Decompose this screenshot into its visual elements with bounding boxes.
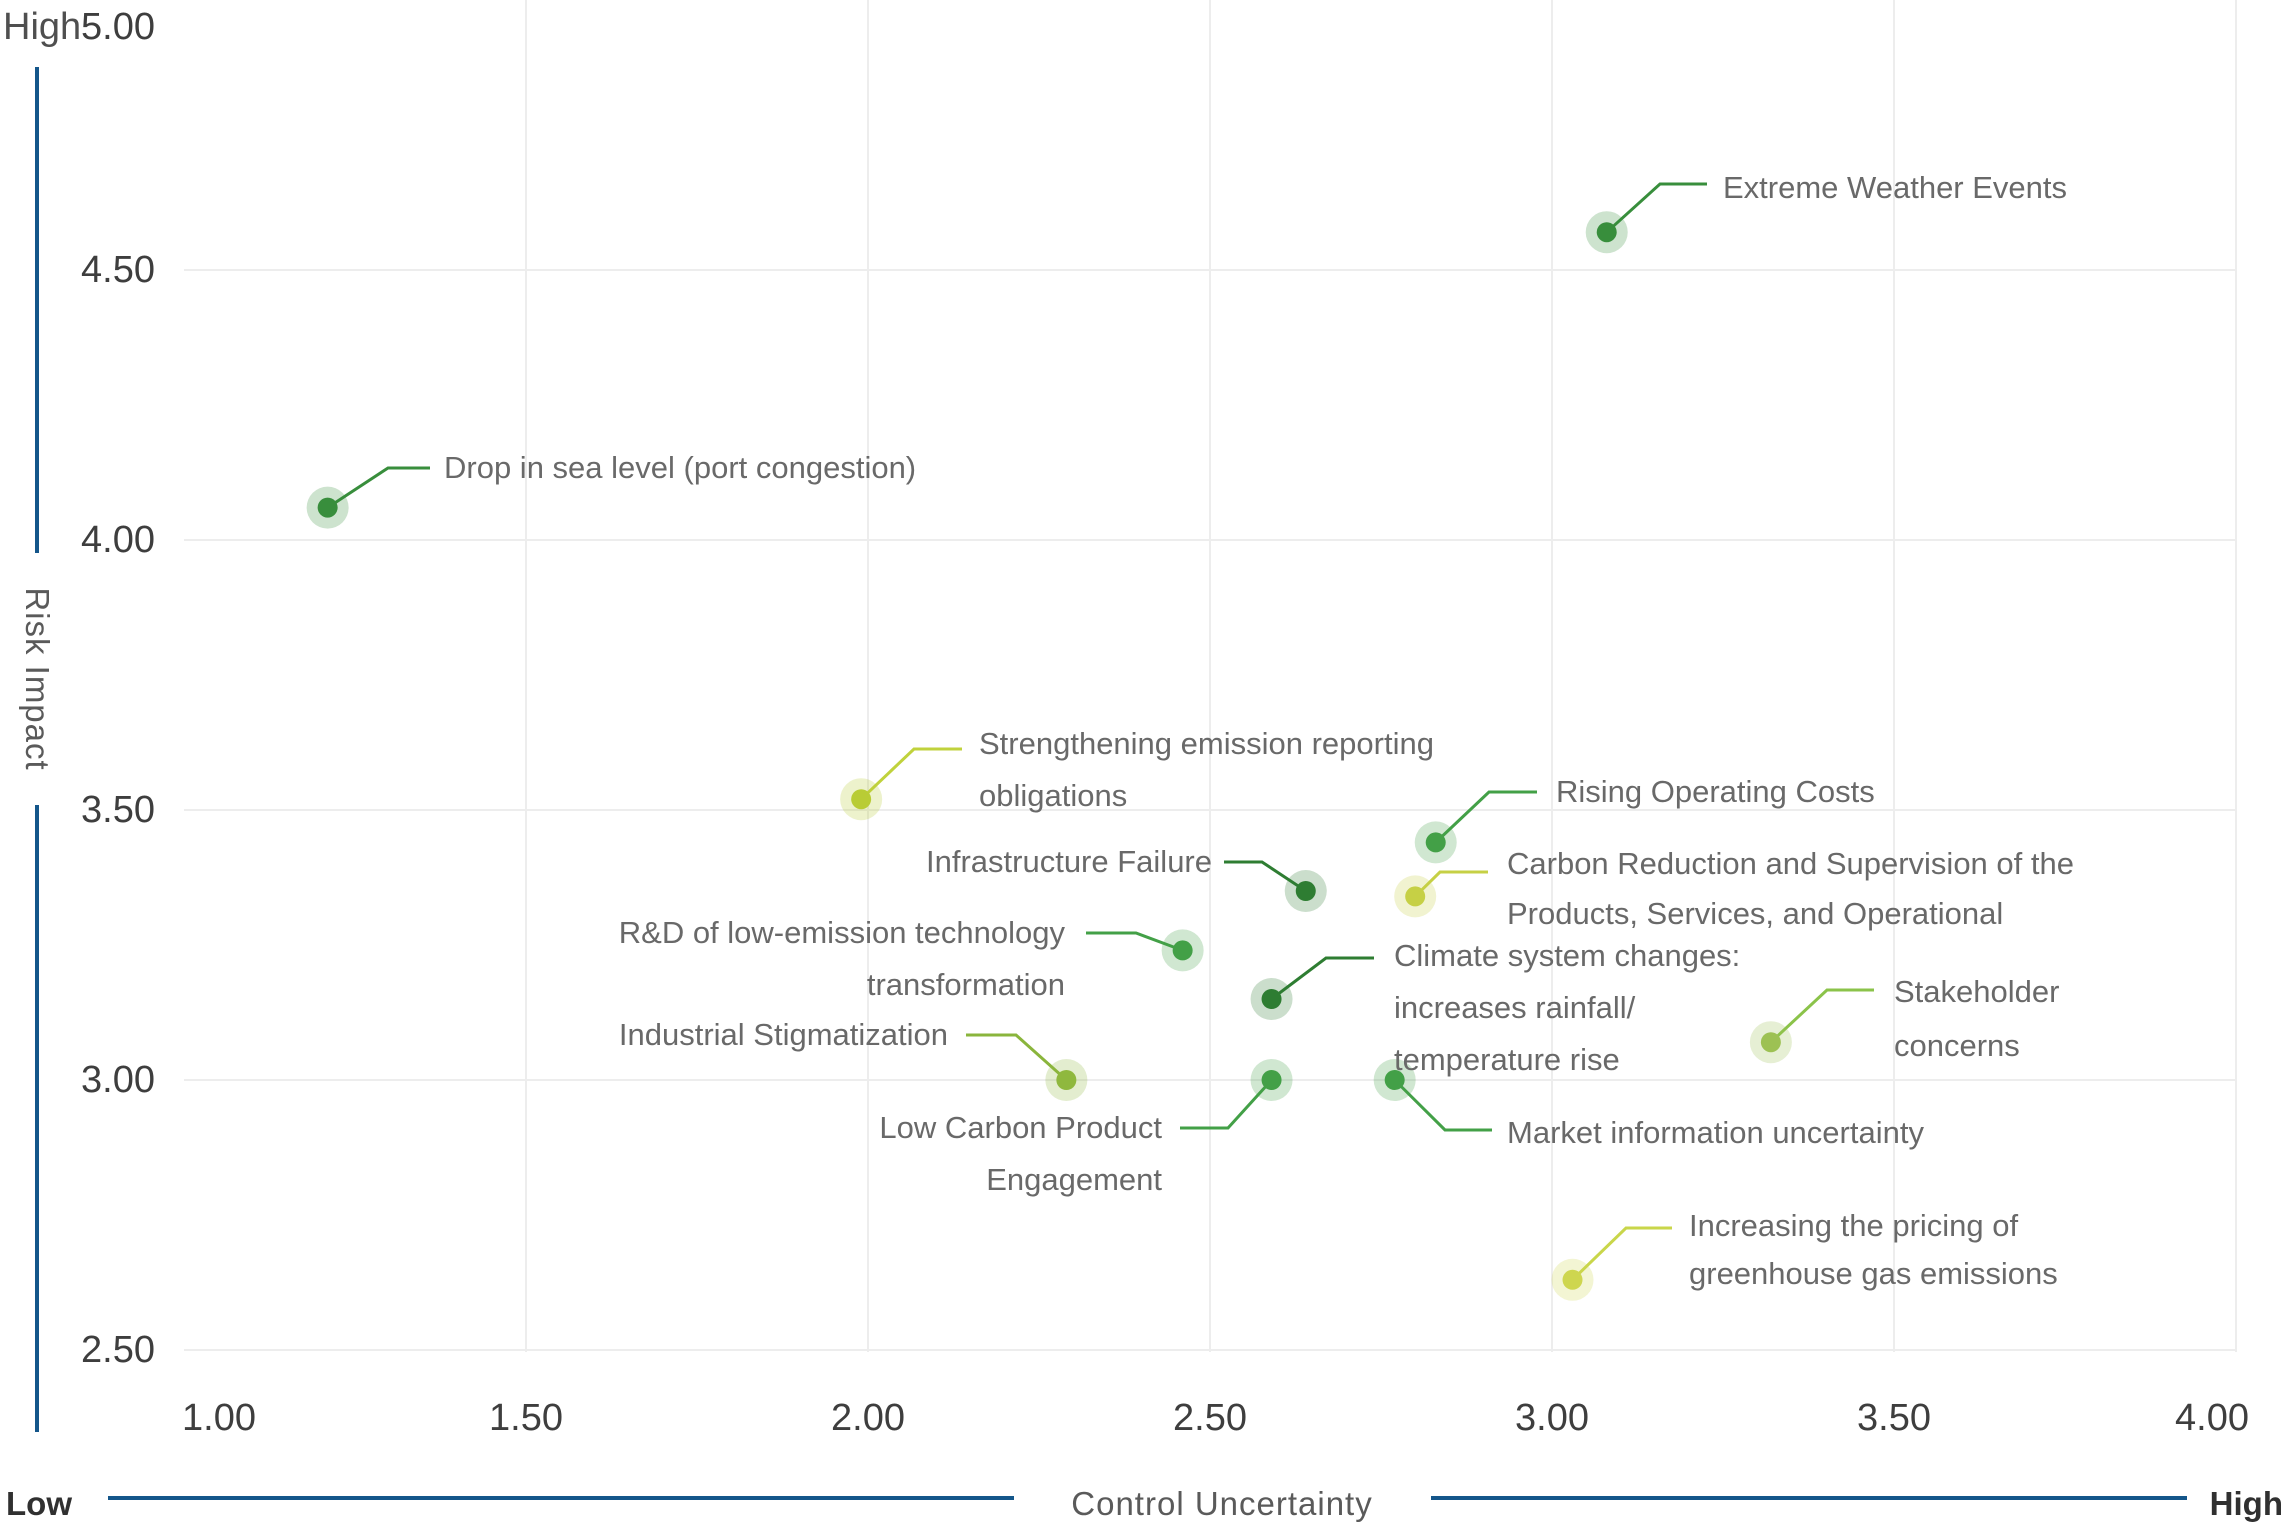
leader-line-increasing-pricing-ghg — [1571, 1226, 1672, 1281]
leader-line-rnd-low-emission-technology — [1086, 931, 1184, 952]
x-tick-label-2.50: 2.50 — [1173, 1397, 1247, 1439]
annotation-label-line: concerns — [1894, 1028, 2020, 1063]
annotation-label-line: Extreme Weather Events — [1723, 170, 2068, 205]
leader-line-climate-system-changes — [1270, 956, 1374, 1001]
y-tick-label-5.00: 5.00 — [81, 6, 155, 48]
annotation-label-line: Stakeholder — [1894, 974, 2060, 1009]
data-point-rnd-low-emission-technology — [1172, 940, 1193, 961]
leader-line-carbon-reduction-supervision — [1414, 870, 1488, 898]
y-axis-title: Risk Impact — [19, 587, 56, 771]
annotation-label-strengthening-emission-reporting: Strengthening emission reporting obligati… — [979, 718, 1434, 822]
annotation-label-line: Low Carbon Product — [879, 1110, 1162, 1145]
data-point-industrial-stigmatization — [1056, 1070, 1077, 1090]
annotation-label-rnd-low-emission-technology: R&D of low-emission technology transforma… — [619, 907, 1065, 1011]
data-point-drop-in-sea-level — [317, 497, 338, 518]
leader-line-extreme-weather-events — [1605, 182, 1707, 234]
x-tick-label-4.00: 4.00 — [2175, 1397, 2249, 1439]
annotation-label-line: Strengthening emission reporting — [979, 726, 1434, 761]
annotation-label-line: Carbon Reduction and Supervision of the — [1507, 846, 2074, 881]
data-point-climate-system-changes — [1261, 989, 1282, 1009]
x-tick-label-2.00: 2.00 — [831, 1397, 905, 1439]
data-point-market-information-uncertainty — [1384, 1070, 1405, 1090]
y-tick-label-2.50: 2.50 — [81, 1329, 155, 1371]
annotation-label-line: Infrastructure Failure — [926, 844, 1212, 879]
leader-line-stakeholder-concerns — [1769, 988, 1874, 1044]
annotation-label-line: temperature rise — [1394, 1042, 1620, 1077]
annotation-label-increasing-pricing-ghg: Increasing the pricing of greenhouse gas … — [1689, 1202, 2058, 1298]
annotation-label-infrastructure-failure: Infrastructure Failure — [926, 836, 1212, 888]
data-point-rising-operating-costs — [1425, 832, 1446, 853]
annotation-label-line: Drop in sea level (port congestion) — [444, 450, 917, 485]
y-tick-label-4.00: 4.00 — [81, 519, 155, 561]
data-point-extreme-weather-events — [1596, 222, 1617, 243]
data-point-stakeholder-concerns — [1760, 1032, 1781, 1053]
x-axis-high-label: High — [2209, 1485, 2283, 1522]
leader-line-rising-operating-costs — [1434, 790, 1537, 844]
x-tick-label-1.00: 1.00 — [182, 1397, 256, 1439]
x-axis-low-label: Low — [6, 1485, 72, 1522]
annotation-label-industrial-stigmatization: Industrial Stigmatization — [619, 1009, 948, 1061]
annotation-label-extreme-weather-events: Extreme Weather Events — [1723, 162, 2067, 214]
leader-line-drop-in-sea-level — [326, 466, 430, 509]
x-tick-label-1.50: 1.50 — [489, 1397, 563, 1439]
leader-line-industrial-stigmatization — [966, 1033, 1068, 1082]
data-point-low-carbon-product-engagement — [1261, 1070, 1282, 1090]
leader-line-market-information-uncertainty — [1393, 1078, 1492, 1132]
annotation-label-rising-operating-costs: Rising Operating Costs — [1556, 766, 1875, 818]
y-tick-label-4.50: 4.50 — [81, 249, 155, 291]
leader-line-strengthening-emission-reporting — [860, 747, 962, 801]
data-point-strengthening-emission-reporting — [851, 789, 872, 810]
annotation-label-line: greenhouse gas emissions — [1689, 1256, 2058, 1291]
annotation-label-market-information-uncertainty: Market information uncertainty — [1507, 1107, 1924, 1159]
annotation-label-line: Increasing the pricing of — [1689, 1208, 2019, 1243]
y-axis-high-label: High — [3, 6, 82, 48]
annotation-label-line: Rising Operating Costs — [1556, 774, 1875, 809]
annotation-label-line: transformation — [866, 967, 1065, 1002]
annotation-label-line: increases rainfall/ — [1394, 990, 1636, 1025]
leader-line-low-carbon-product-engagement — [1180, 1078, 1273, 1130]
annotation-label-stakeholder-concerns: Stakeholder concerns — [1894, 965, 2059, 1073]
annotation-label-line: Climate system changes: — [1394, 938, 1741, 973]
annotation-label-line: R&D of low-emission technology — [618, 915, 1065, 950]
y-tick-label-3.00: 3.00 — [81, 1059, 155, 1101]
annotation-label-line: Industrial Stigmatization — [618, 1017, 948, 1052]
leader-line-infrastructure-failure — [1224, 860, 1307, 893]
x-axis-title: Control Uncertainty — [1071, 1485, 1373, 1522]
annotation-label-line: Products, Services, and Operational — [1507, 896, 2004, 931]
data-point-infrastructure-failure — [1295, 881, 1316, 901]
data-point-increasing-pricing-ghg — [1562, 1269, 1583, 1290]
y-tick-label-3.50: 3.50 — [81, 789, 155, 831]
data-point-carbon-reduction-supervision — [1405, 886, 1426, 907]
annotation-label-line: obligations — [979, 778, 1128, 813]
annotation-label-line: Engagement — [986, 1162, 1162, 1197]
annotation-label-low-carbon-product-engagement: Low Carbon Product Engagement — [879, 1102, 1162, 1206]
annotation-label-climate-system-changes: Climate system changes: increases rainfal… — [1394, 930, 1740, 1086]
x-tick-label-3.00: 3.00 — [1515, 1397, 1589, 1439]
x-tick-label-3.50: 3.50 — [1857, 1397, 1931, 1439]
annotation-label-drop-in-sea-level: Drop in sea level (port congestion) — [444, 442, 916, 494]
annotation-label-carbon-reduction-supervision: Carbon Reduction and Supervision of the P… — [1507, 839, 2074, 939]
annotation-label-line: Market information uncertainty — [1507, 1115, 1924, 1150]
